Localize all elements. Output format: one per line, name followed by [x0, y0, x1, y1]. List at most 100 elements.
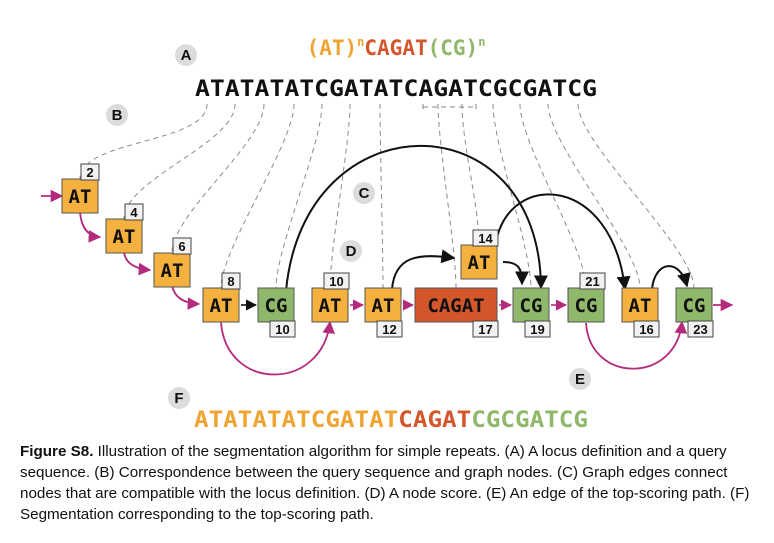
path-at4-at6: [123, 251, 152, 276]
node-score: 10: [329, 274, 343, 289]
edge-at-to-at: [391, 249, 456, 290]
node-label: AT: [319, 295, 342, 317]
node-box: [364, 287, 402, 323]
score-box: [376, 320, 403, 338]
score-box: [269, 320, 296, 338]
guide-line-n8: [437, 103, 457, 289]
edge-cg-to-cg: [285, 145, 548, 292]
query-sequence: ATATATATCGATATCAGATCGCGATCG: [195, 77, 597, 102]
segmentation-diagram: AT2AT4AT6AT8CG10AT10AT12CAGAT17AT14CG19C…: [41, 35, 734, 433]
guide-line-n3: [171, 103, 265, 254]
node-score: 16: [639, 322, 653, 337]
edge-at-to-cg-last: [651, 265, 691, 290]
node-label: CAGAT: [427, 295, 484, 317]
node-score: 21: [585, 274, 599, 289]
score-box: [633, 320, 660, 338]
edge-at-to-at-long: [495, 193, 631, 291]
node-score: 10: [275, 322, 289, 337]
node-cg: CG 19: [512, 287, 551, 338]
label-e-badge: E: [569, 368, 591, 390]
node-at: AT 12: [364, 287, 403, 338]
svg-text:A: A: [181, 47, 192, 64]
node-label: AT: [69, 186, 92, 208]
locus-at: (AT): [307, 36, 358, 60]
node-box: [61, 178, 99, 214]
segment-cagat: CAGAT: [398, 408, 471, 433]
node-box: [153, 252, 191, 288]
label-b-badge: B: [106, 104, 128, 126]
path-at6-at8: [171, 285, 201, 310]
edge-at-to-cg: [502, 261, 529, 286]
node-at: AT 2: [61, 163, 100, 214]
node-score: 6: [178, 239, 185, 254]
guide-line-n5: [275, 103, 323, 289]
score-box: [524, 320, 551, 338]
node-label: CG: [520, 295, 543, 317]
label-c-badge: C: [353, 182, 375, 204]
node-cagat: CAGAT 17: [414, 287, 499, 338]
node-label: AT: [629, 295, 652, 317]
score-box: [221, 272, 241, 290]
node-cg: CG 21: [567, 272, 606, 323]
path-cg-edge-e: [585, 320, 688, 370]
node-score: 17: [478, 322, 492, 337]
node-score: 12: [382, 322, 396, 337]
node-at: AT 8: [202, 272, 241, 323]
node-box: [567, 287, 605, 323]
caption-text: Illustration of the segmentation algorit…: [20, 443, 750, 523]
node-box: [202, 287, 240, 323]
label-a-badge: A: [175, 44, 197, 66]
label-f-badge: F: [168, 387, 190, 409]
score-box: [80, 163, 100, 181]
node-label: AT: [210, 295, 233, 317]
locus-cg: (CG): [428, 36, 479, 60]
cagat-bracket: [422, 104, 477, 110]
node-score: 2: [86, 165, 93, 180]
node-box: [512, 287, 550, 323]
figure-caption: Figure S8. Illustration of the segmentat…: [20, 441, 755, 525]
node-box: [257, 287, 295, 323]
guide-line-n9: [461, 103, 480, 246]
node-label: AT: [161, 260, 184, 282]
score-box: [687, 320, 714, 338]
node-score: 14: [478, 231, 493, 246]
guide-line-n11: [519, 103, 587, 289]
node-label: AT: [372, 295, 395, 317]
node-cg: CG 10: [257, 287, 296, 338]
score-box: [579, 272, 606, 290]
guide-line-n2: [123, 103, 236, 220]
node-label: AT: [113, 226, 136, 248]
panel-labels: A B C D E F: [106, 44, 591, 409]
locus-exp1: n: [357, 35, 364, 49]
graph-nodes: AT2AT4AT6AT8CG10AT10AT12CAGAT17AT14CG19C…: [61, 163, 714, 338]
node-at: AT 10: [311, 272, 350, 323]
guide-line-n7: [379, 103, 384, 289]
guide-line-n10: [492, 103, 532, 289]
node-box: [414, 287, 498, 323]
node-label: CG: [575, 295, 598, 317]
top-scoring-path: [41, 189, 734, 376]
svg-text:C: C: [359, 185, 370, 202]
caption-title: Figure S8.: [20, 443, 94, 460]
score-box: [323, 272, 350, 290]
svg-text:D: D: [346, 243, 357, 260]
path-at8-at10: [220, 320, 335, 376]
node-label: AT: [468, 252, 491, 274]
node-score: 8: [227, 274, 234, 289]
node-score: 19: [530, 322, 544, 337]
locus-definition: (AT)nCAGAT(CG)n: [307, 35, 486, 60]
svg-text:F: F: [174, 390, 183, 407]
node-score: 4: [130, 205, 138, 220]
node-label: CG: [265, 295, 288, 317]
node-box: [460, 244, 498, 280]
segment-cg: CGCGATCG: [471, 408, 588, 433]
svg-text:E: E: [575, 371, 585, 388]
node-cg: CG 23: [675, 287, 714, 338]
node-at: AT 16: [621, 287, 660, 338]
score-box: [472, 320, 499, 338]
segmentation-sequence: ATATATATCGATAT CAGAT CGCGATCG: [194, 408, 588, 433]
svg-text:B: B: [112, 107, 123, 124]
guide-line-n13: [577, 103, 695, 289]
score-box: [124, 203, 144, 221]
score-box: [472, 229, 499, 247]
